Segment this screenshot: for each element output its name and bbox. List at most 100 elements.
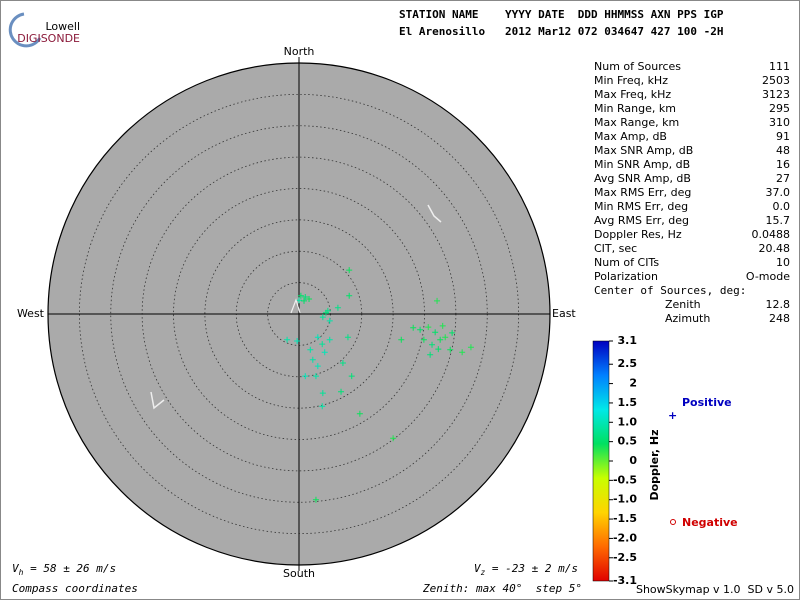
center-value: 248 xyxy=(769,312,790,325)
east-label: East xyxy=(552,307,576,320)
source-positive xyxy=(390,435,397,442)
source-positive xyxy=(434,297,441,304)
colorbar-tick-label: 1.0 xyxy=(618,415,638,428)
source-positive xyxy=(302,294,309,301)
source-positive xyxy=(427,351,434,358)
stat-value: 48 xyxy=(776,144,790,157)
colorbar-tick-label: 0.5 xyxy=(618,435,638,448)
vh-symbol: V xyxy=(12,562,20,575)
colorbar-label: Doppler, Hz xyxy=(648,429,661,500)
source-positive xyxy=(429,341,436,348)
stat-label: Max SNR Amp, dB xyxy=(594,144,693,157)
colorbar-tick-label: -1.5 xyxy=(613,512,637,525)
logo-swoosh xyxy=(8,12,42,48)
west-label: West xyxy=(17,307,45,320)
vh: Vh = 58 ± 26 m/s xyxy=(12,562,116,577)
source-positive xyxy=(321,349,328,356)
colorbar-tick-label: -0.5 xyxy=(613,473,637,486)
source-positive xyxy=(319,341,326,348)
legend-negative: Negative xyxy=(682,516,738,529)
source-positive xyxy=(301,297,308,304)
stat-value: O-mode xyxy=(746,270,790,283)
legend-positive: Positive xyxy=(682,396,732,409)
stat-label: Min Range, km xyxy=(594,102,676,115)
stat-label: Min Freq, kHz xyxy=(594,74,668,87)
source-positive xyxy=(294,337,301,344)
stat-value: 0.0488 xyxy=(752,228,791,241)
source-positive xyxy=(324,307,331,314)
footer-right: ShowSkymap v 1.0 SD v 5.0 xyxy=(636,583,794,596)
source-positive xyxy=(410,324,417,331)
source-positive xyxy=(309,356,316,363)
source-positive xyxy=(356,410,363,417)
source-positive xyxy=(437,336,444,343)
stat-label: Avg RMS Err, deg xyxy=(594,214,689,227)
source-positive xyxy=(442,334,449,341)
stat-value: 15.7 xyxy=(766,214,791,227)
stat-value: 27 xyxy=(776,172,790,185)
north-label: North xyxy=(284,45,315,58)
center-title: Center of Sources, deg: xyxy=(594,284,746,297)
colorbar-tick-label: 3.1 xyxy=(618,334,638,347)
center-label: Azimuth xyxy=(665,312,710,325)
colorbar-tick-label: -2.5 xyxy=(613,551,637,564)
vz: Vz = -23 ± 2 m/s xyxy=(474,562,578,577)
source-positive xyxy=(307,346,314,353)
source-positive xyxy=(284,336,291,343)
logo-top: Lowell xyxy=(45,20,80,33)
vh-sub: h xyxy=(19,568,24,577)
direction-glyph xyxy=(150,391,165,410)
stat-value: 16 xyxy=(776,158,790,171)
source-positive xyxy=(432,329,439,336)
footer-center: Zenith: max 40° step 5° xyxy=(422,582,582,595)
stat-value: 111 xyxy=(769,60,790,73)
vz-sub: z xyxy=(480,568,485,577)
header-values: El Arenosillo 2012 Mar12 072 034647 427 … xyxy=(399,25,724,38)
source-positive xyxy=(319,390,326,397)
stat-label: Max Range, km xyxy=(594,116,679,129)
stats-table: Num of Sources 111 Min Freq, kHz 2503 Max Fr… xyxy=(594,60,790,325)
vh-text: = 58 ± 26 m/s xyxy=(23,562,116,575)
stat-label: Min RMS Err, deg xyxy=(594,200,688,213)
colorbar xyxy=(592,340,610,582)
source-positive xyxy=(467,344,474,351)
center-value: 12.8 xyxy=(766,298,791,311)
source-positive xyxy=(449,329,456,336)
source-positive xyxy=(417,326,424,333)
stat-value: 3123 xyxy=(762,88,790,101)
source-positive xyxy=(447,346,454,353)
stat-value: 37.0 xyxy=(766,186,791,199)
stat-value: 10 xyxy=(776,256,790,269)
source-positive xyxy=(398,336,405,343)
legend-negative-symbol xyxy=(670,519,676,525)
stat-value: 91 xyxy=(776,130,790,143)
footer-left: Compass coordinates xyxy=(12,582,138,595)
stat-label: Max Amp, dB xyxy=(594,130,667,143)
colorbar-tick-label: 2 xyxy=(629,377,637,390)
source-positive xyxy=(339,359,346,366)
source-positive xyxy=(435,346,442,353)
stat-label: Max RMS Err, deg xyxy=(594,186,691,199)
colorbar-tick-label: -2.0 xyxy=(613,531,637,544)
vz-text: = -23 ± 2 m/s xyxy=(485,562,578,575)
legend-positive-symbol: + xyxy=(668,409,677,422)
sky-plot xyxy=(47,57,551,571)
source-positive xyxy=(348,373,355,380)
colorbar-tick-label: 0 xyxy=(629,454,637,467)
source-positive xyxy=(297,292,304,299)
stat-value: 310 xyxy=(769,116,790,129)
source-positive xyxy=(338,388,345,395)
colorbar-tick-label: -3.1 xyxy=(613,574,637,587)
source-positive xyxy=(306,295,313,302)
source-positive xyxy=(334,304,341,311)
stat-label: Polarization xyxy=(594,270,658,283)
stat-label: Num of Sources xyxy=(594,60,681,73)
header-names: STATION NAME YYYY DATE DDD HHMMSS AXN PP… xyxy=(399,8,724,21)
stat-label: Doppler Res, Hz xyxy=(594,228,682,241)
stat-label: CIT, sec xyxy=(594,242,637,255)
source-positive xyxy=(346,267,353,274)
stat-label: Min SNR Amp, dB xyxy=(594,158,690,171)
source-positive xyxy=(326,317,333,324)
source-positive xyxy=(425,324,432,331)
